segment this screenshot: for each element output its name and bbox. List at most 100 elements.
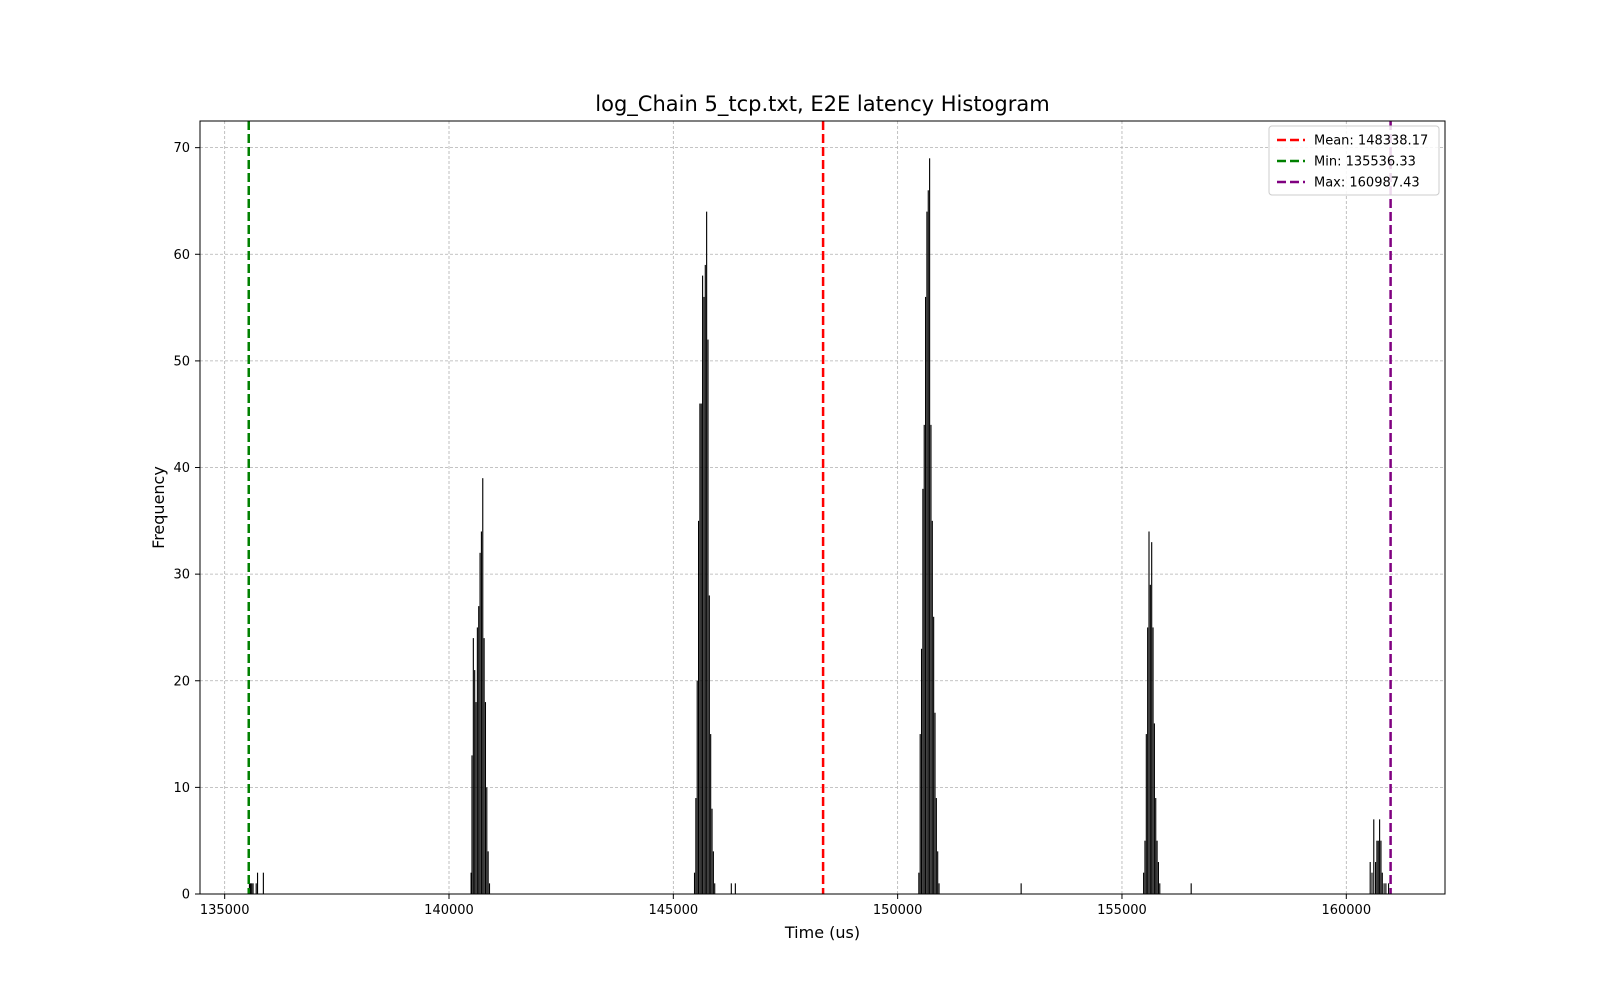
y-tick-label: 60 [173,248,190,263]
y-tick-label: 30 [173,568,190,583]
x-tick-label: 160000 [1321,903,1371,918]
histogram-bar [471,755,473,894]
histogram-bar [712,851,714,894]
histogram-bar [470,872,472,894]
histogram-bar [1376,840,1378,894]
histogram-bar [926,211,928,895]
histogram-bar [250,883,252,894]
legend-label-max: Max: 160987.43 [1314,176,1420,191]
histogram-bar [930,424,932,894]
histogram-bar [918,872,920,894]
x-tick-label: 155000 [1097,903,1147,918]
histogram-bar [698,520,700,894]
histogram-bar [483,638,485,894]
histogram-bar [1143,872,1145,894]
y-tick-label: 70 [173,141,190,156]
histogram-bar [925,296,927,894]
histogram-bar [923,424,925,894]
histogram-bar [700,403,702,894]
histogram-bar [1151,542,1153,894]
histogram-bar [256,872,259,894]
y-tick-label: 20 [173,674,190,689]
histogram-bar [1144,840,1146,894]
histogram-bar [711,808,713,894]
histogram-bar [695,798,697,894]
histogram-bar [476,627,478,894]
histogram-bar [252,883,254,894]
histogram-bar [1157,862,1159,894]
histogram-bar [1153,723,1155,894]
histogram-bar [1369,862,1371,894]
x-axis-label: Time (us) [784,923,860,942]
histogram-bars [248,158,1390,895]
histogram-bar [937,851,939,894]
histogram-bar [933,616,935,894]
y-tick-label: 40 [173,461,190,476]
histogram-bar [693,872,696,894]
histogram-bar [479,552,481,894]
histogram-bar [487,851,489,894]
histogram-bar [1385,883,1387,894]
x-tick-label: 150000 [873,903,923,918]
histogram-bar [702,275,704,895]
legend: Mean: 148338.17 Min: 135536.33 Max: 160987… [1268,125,1440,196]
histogram-bar [1145,734,1147,894]
histogram-bar [929,158,931,894]
histogram-bar [1375,862,1377,894]
histogram-bar [1379,819,1381,894]
reference-lines [247,121,1392,894]
histogram-bar [1381,872,1383,894]
histogram-bar [474,670,476,894]
histogram-bar [1380,840,1382,894]
histogram-bar [707,339,709,895]
plot-frame [199,120,1446,895]
histogram-bar [1148,531,1150,894]
legend-label-mean: Mean: 148338.17 [1314,134,1428,149]
legend-label-min: Min: 135536.33 [1314,155,1416,170]
histogram-bar [1383,883,1385,894]
histogram-bar [1156,840,1158,894]
y-tick-label: 50 [173,354,190,369]
histogram-bar [699,403,701,894]
histogram-bar [703,296,705,894]
histogram-bar [734,883,736,894]
histogram-bar [935,798,937,894]
histogram-bar [920,648,923,894]
histogram-bar [482,478,484,894]
histogram-bar [1388,883,1390,894]
histogram-bar [927,190,929,894]
histogram-bar [1190,883,1192,894]
histogram-bar [706,211,708,895]
histogram-bar [696,680,698,894]
histogram-bar [730,883,732,894]
histogram-bar [1149,584,1151,894]
legend-box [1268,125,1440,196]
y-axis-label: Frequency [149,466,168,549]
histogram-bar [1020,883,1022,894]
y-tick-label: 10 [173,781,190,796]
x-tick-label: 135000 [200,903,250,918]
histogram-bar [255,883,257,894]
histogram-bar [1159,883,1161,894]
histogram-bar [919,734,921,894]
histogram-bar [484,702,487,894]
x-tick-label: 140000 [424,903,474,918]
histogram-bar [704,264,706,894]
histogram-bar [931,520,933,894]
axis-ticks: 135000 140000 145000 150000 155000 160000 0 10 2… [173,141,1371,918]
histogram-bar [710,734,712,894]
histogram-bar [1147,627,1149,894]
histogram-bar [262,872,264,894]
histogram-bar [1373,819,1375,894]
histogram-bar [251,883,253,894]
histogram-bar [486,787,488,894]
histogram-bar [1155,798,1157,894]
histogram-bar [934,712,936,894]
y-tick-label: 0 [182,888,190,903]
histogram-bar [1152,627,1154,894]
chart-title: log_Chain 5_tcp.txt, E2E latency Histogr… [595,92,1049,117]
histogram-bar [714,883,716,894]
x-tick-label: 145000 [649,903,699,918]
histogram-bar [708,595,710,894]
histogram-bar [480,531,482,894]
